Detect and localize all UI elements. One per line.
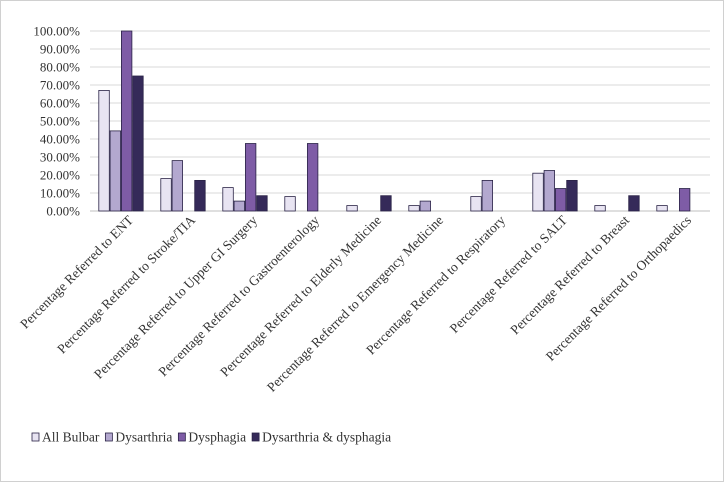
bar-dysarthria-dysphagia-2 (256, 195, 268, 212)
bar-all-bulbar-1 (160, 178, 172, 212)
bar-dysarthria-0 (109, 130, 121, 212)
legend-label: Dysarthria & dysphagia (262, 430, 391, 445)
y-tick-label: 0.00% (46, 204, 80, 219)
y-tick-label: 20.00% (40, 168, 80, 183)
y-axis: 0.00% 10.00% 20.00% 30.00% 40.00% 50.00% 60.00… (33, 24, 80, 219)
bar-dysarthria-dysphagia-8 (628, 195, 640, 212)
legend-swatch (251, 432, 260, 442)
bar-all-bulbar-3 (284, 196, 296, 212)
y-tick-label: 90.00% (40, 42, 80, 57)
y-tick-label: 70.00% (40, 78, 80, 93)
bar-dysarthria-dysphagia-0 (132, 75, 144, 212)
legend-swatch (31, 432, 40, 442)
bars (98, 30, 691, 212)
bar-all-bulbar-4 (346, 205, 358, 212)
bar-all-bulbar-6 (470, 196, 482, 212)
bar-dysarthria-1 (171, 160, 184, 212)
bar-dysarthria-2 (233, 200, 246, 212)
x-axis: Percentage Referred to ENT Percentage Ref… (17, 212, 694, 395)
y-tick-label: 80.00% (40, 60, 80, 75)
bar-dysarthria-6 (481, 179, 494, 212)
x-category-label: Percentage Referred to SALT (447, 212, 571, 336)
y-tick-label: 60.00% (40, 96, 80, 111)
bar-dysphagia-2 (244, 143, 257, 212)
legend-label: Dysphagia (188, 430, 246, 445)
bar-all-bulbar-8 (594, 205, 606, 212)
y-tick-label: 10.00% (40, 186, 80, 201)
bar-all-bulbar-0 (98, 90, 110, 212)
x-category-label: Percentage Referred to Breast (507, 212, 632, 337)
y-tick-label: 40.00% (40, 132, 80, 147)
legend-swatch (177, 432, 186, 442)
legend: All Bulbar Dysarthria Dysphagia Dysarthria … (31, 430, 391, 445)
bar-all-bulbar-9 (656, 205, 668, 212)
bar-dysphagia-9 (679, 188, 691, 212)
gridlines (90, 30, 710, 212)
bar-dysarthria-dysphagia-4 (380, 195, 392, 212)
bar-dysphagia-3 (306, 143, 319, 212)
bar-dysarthria-7 (543, 170, 555, 212)
x-category-label: Percentage Referred to ENT (17, 212, 137, 332)
legend-label: Dysarthria (115, 430, 172, 445)
bar-dysarthria-dysphagia-1 (194, 179, 206, 212)
bar-dysphagia-0 (121, 30, 133, 212)
y-tick-label: 100.00% (33, 24, 80, 39)
bar-dysarthria-dysphagia-7 (566, 179, 578, 212)
bar-all-bulbar-7 (532, 172, 544, 212)
legend-label: All Bulbar (42, 430, 100, 445)
legend-swatch (104, 432, 113, 442)
y-tick-label: 30.00% (40, 150, 80, 165)
bar-dysarthria-5 (419, 200, 432, 212)
bar-all-bulbar-5 (408, 205, 420, 212)
bar-all-bulbar-2 (222, 187, 234, 212)
y-tick-label: 50.00% (40, 114, 80, 129)
bar-dysphagia-7 (555, 188, 567, 212)
